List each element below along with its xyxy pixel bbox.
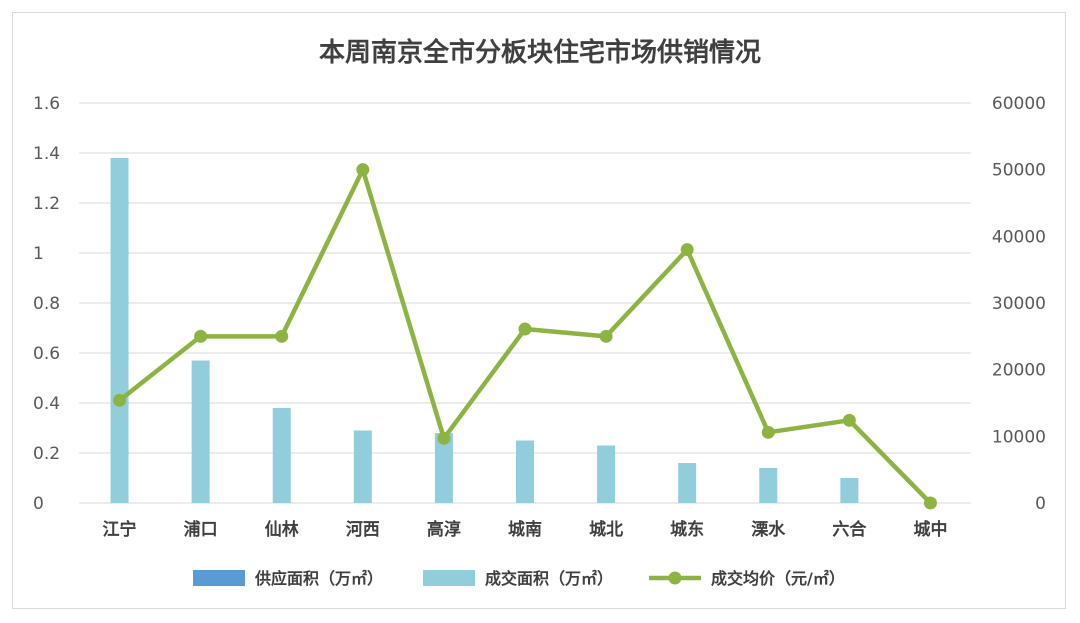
x-category-label: 城南 (508, 519, 542, 540)
avg-price-point-高淳 (437, 431, 451, 445)
bar-layer (110, 158, 859, 503)
y-right-tick-label: 40000 (992, 227, 1046, 247)
avg-price-point-溧水 (761, 425, 775, 439)
chart-title: 本周南京全市分板块住宅市场供销情况 (319, 37, 761, 68)
bar-sold-城东 (678, 463, 697, 503)
bar-sold-城北 (597, 445, 616, 503)
x-category-label: 城中 (913, 519, 947, 540)
y-right-tick-label: 20000 (992, 361, 1046, 381)
avg-price-point-浦口 (194, 329, 208, 343)
axis-labels: 0 0.2 0.4 0.6 0.8 1 1.2 1.4 1.6 0 10000 20000 30000 4… (33, 94, 1046, 540)
x-category-label: 城东 (670, 519, 704, 540)
bar-sold-河西 (353, 430, 372, 503)
avg-price-point-六合 (842, 413, 856, 427)
y-left-tick-label: 1.6 (33, 94, 60, 114)
x-category-label: 浦口 (184, 519, 218, 540)
legend-label-1: 成交面积（万㎡） (485, 569, 613, 588)
y-left-tick-label: 1.2 (33, 194, 60, 214)
x-category-label: 仙林 (265, 519, 299, 540)
avg-price-point-城中 (923, 496, 937, 510)
avg-price-point-河西 (356, 163, 370, 177)
x-category-label: 溧水 (751, 519, 786, 540)
y-right-tick-label: 30000 (992, 294, 1046, 314)
bar-sold-六合 (840, 478, 859, 503)
x-category-label: 江宁 (103, 519, 137, 540)
bar-sold-浦口 (191, 360, 210, 503)
y-left-tick-label: 0.6 (33, 344, 60, 364)
y-left-tick-label: 0.2 (33, 444, 60, 464)
bar-sold-江宁 (110, 158, 129, 503)
legend-marker (668, 571, 682, 585)
line-layer (113, 163, 937, 510)
gridlines (79, 102, 971, 504)
y-left-tick-label: 0.4 (33, 394, 60, 414)
avg-price-point-城北 (599, 329, 613, 343)
y-left-tick-label: 1.4 (33, 144, 60, 164)
bar-sold-高淳 (434, 433, 453, 503)
legend-label-0: 供应面积（万㎡） (254, 569, 383, 588)
y-right-tick-label: 50000 (992, 161, 1046, 181)
chart-frame: 本周南京全市分板块住宅市场供销情况 0 0.2 0.4 0.6 0.8 1 1.2 1.4 1.… (12, 12, 1066, 609)
legend: 供应面积（万㎡） 成交面积（万㎡） 成交均价（元/㎡） (193, 569, 845, 588)
legend-swatch-0 (193, 570, 245, 586)
avg-price-point-仙林 (275, 329, 289, 343)
x-category-label: 河西 (346, 520, 380, 540)
x-category-label: 高淳 (427, 519, 461, 540)
bar-sold-溧水 (759, 468, 778, 503)
legend-swatch-1 (423, 570, 475, 586)
avg-price-point-城南 (518, 322, 532, 336)
x-category-label: 城北 (589, 520, 623, 540)
y-right-tick-label: 0 (1035, 494, 1046, 514)
y-left-tick-label: 0 (33, 494, 44, 514)
avg-price-point-城东 (680, 243, 694, 257)
legend-label-2: 成交均价（元/㎡） (711, 569, 845, 588)
avg-price-point-江宁 (113, 393, 127, 407)
y-left-tick-label: 1 (33, 244, 44, 264)
y-right-tick-label: 10000 (992, 427, 1046, 447)
bar-sold-城南 (516, 440, 534, 503)
chart-svg: 本周南京全市分板块住宅市场供销情况 0 0.2 0.4 0.6 0.8 1 1.2 1.4 1.… (33, 37, 1046, 588)
bar-sold-仙林 (272, 408, 291, 503)
y-right-tick-label: 60000 (992, 94, 1046, 114)
x-category-label: 六合 (832, 519, 867, 540)
y-left-tick-label: 0.8 (33, 294, 60, 314)
